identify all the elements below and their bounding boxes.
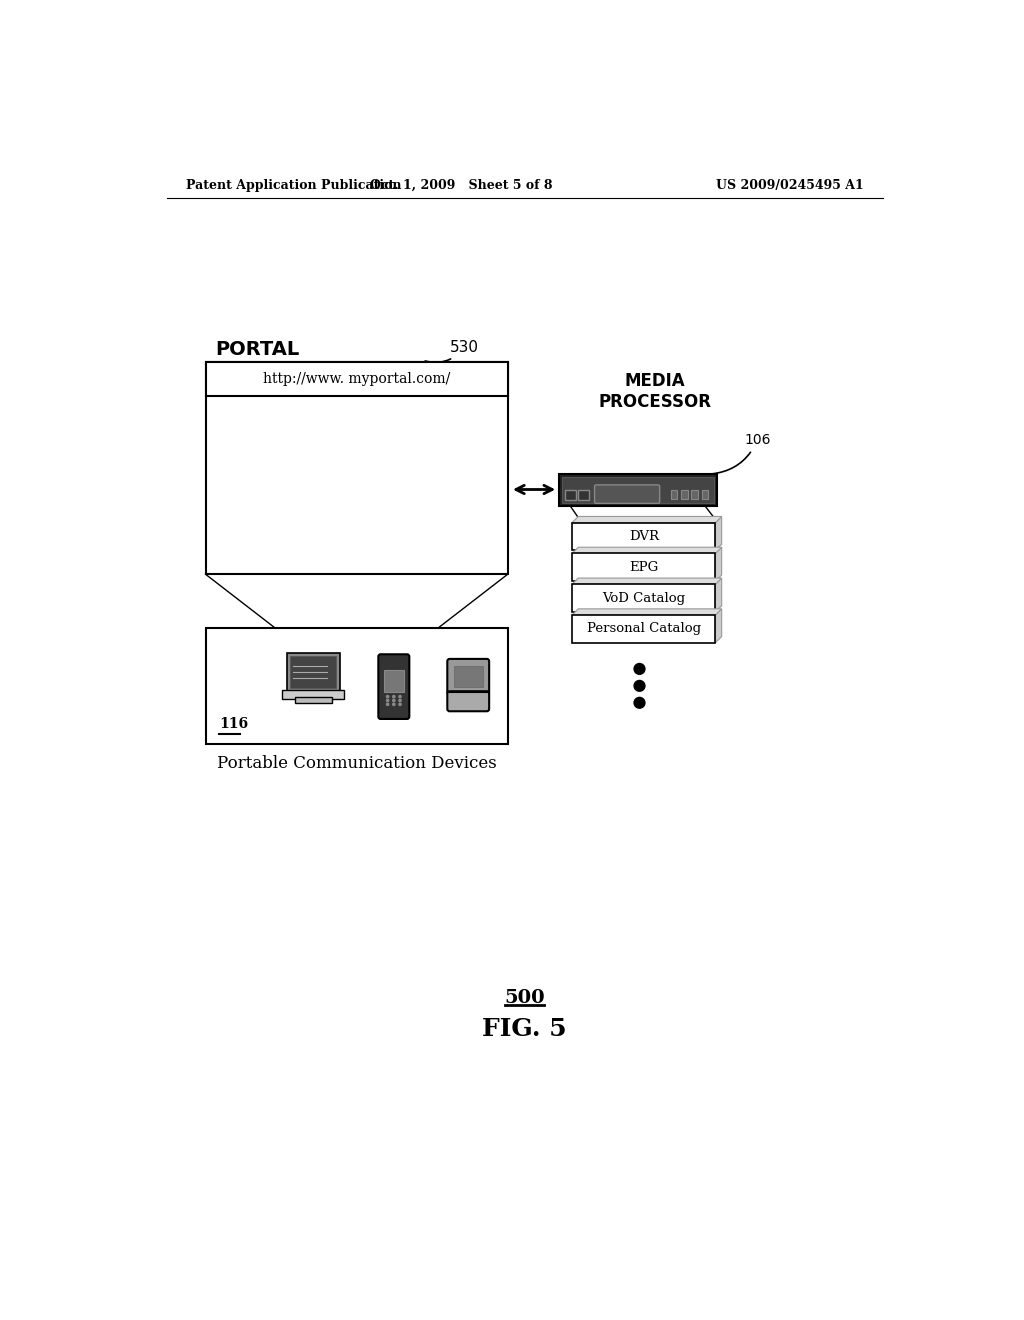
Bar [672,490,678,499]
Text: FIG. 5: FIG. 5 [482,1016,567,1040]
Circle shape [392,696,395,698]
Bar [295,697,332,702]
Circle shape [399,704,401,705]
Text: Oct. 1, 2009   Sheet 5 of 8: Oct. 1, 2009 Sheet 5 of 8 [370,178,553,191]
Text: http://www. myportal.com/: http://www. myportal.com/ [263,372,451,385]
FancyBboxPatch shape [378,655,410,719]
Bar [701,490,708,499]
Text: US 2009/0245495 A1: US 2009/0245495 A1 [717,178,864,191]
Text: MEDIA
PROCESSOR: MEDIA PROCESSOR [598,372,712,412]
Polygon shape [572,548,722,553]
Text: VoD Catalog: VoD Catalog [602,591,685,605]
Circle shape [634,681,645,692]
Text: EPG: EPG [629,561,658,574]
Polygon shape [572,578,722,585]
Bar [562,478,714,503]
Text: Personal Catalog: Personal Catalog [587,622,700,635]
Bar [565,490,575,500]
Polygon shape [716,548,722,581]
Bar [283,689,344,700]
Circle shape [399,700,401,702]
Text: DVR: DVR [629,529,658,543]
Polygon shape [716,578,722,612]
Text: Portable Communication Devices: Portable Communication Devices [217,755,497,772]
Text: PORTAL: PORTAL [215,339,299,359]
Text: 116: 116 [219,717,249,731]
Circle shape [386,696,389,698]
Bar [559,474,717,507]
FancyBboxPatch shape [447,659,489,694]
Bar [691,490,697,499]
Bar [572,615,716,643]
Text: Patent Application Publication: Patent Application Publication [186,178,401,191]
Bar [681,490,687,499]
Polygon shape [716,516,722,550]
Text: 106: 106 [712,433,771,474]
Circle shape [392,704,395,705]
Circle shape [386,700,389,702]
Circle shape [386,704,389,705]
Circle shape [634,697,645,708]
Bar [384,671,403,692]
Bar [206,628,508,743]
Bar [206,363,508,396]
Text: 530: 530 [425,339,478,363]
Bar [572,553,716,581]
Bar [572,523,716,550]
Circle shape [634,664,645,675]
Circle shape [392,700,395,702]
Bar [454,665,483,688]
Polygon shape [716,609,722,643]
FancyBboxPatch shape [447,692,489,711]
Polygon shape [572,516,722,523]
Bar [206,363,508,574]
Circle shape [399,696,401,698]
Bar [290,656,337,688]
Bar [572,585,716,612]
FancyBboxPatch shape [595,484,659,503]
Bar [579,490,589,500]
Text: 500: 500 [505,989,545,1007]
Polygon shape [572,609,722,615]
Bar [287,653,340,692]
